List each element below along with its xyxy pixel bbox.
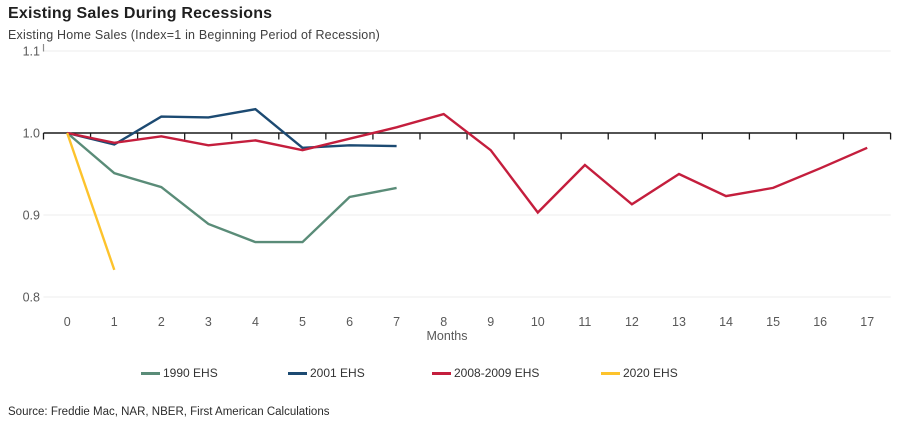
series-line-2020-ehs (66, 132, 116, 271)
legend-label: 1990 EHS (163, 366, 218, 380)
x-tick-label-1: 1 (111, 315, 118, 329)
series-line-2001-ehs (66, 107, 397, 150)
x-tick-label-14: 14 (719, 315, 733, 329)
legend-item-2001-ehs: 2001 EHS (288, 366, 365, 380)
series-line-1990-ehs (66, 132, 397, 244)
y-tick-label-1.1: 1.1 (23, 45, 40, 59)
legend-label: 2001 EHS (310, 366, 365, 380)
source-note: Source: Freddie Mac, NAR, NBER, First Am… (8, 406, 330, 418)
x-tick-label-17: 17 (860, 315, 874, 329)
legend-swatch-icon (601, 371, 620, 375)
legend-swatch-icon (288, 371, 307, 375)
x-tick-label-0: 0 (64, 315, 71, 329)
x-tick-label-13: 13 (672, 315, 686, 329)
legend-label: 2008-2009 EHS (454, 366, 540, 380)
x-tick-label-16: 16 (813, 315, 827, 329)
legend-item-2020-ehs: 2020 EHS (601, 366, 678, 380)
y-tick-label-0.8: 0.8 (23, 291, 40, 305)
x-tick-label-9: 9 (487, 315, 494, 329)
y-tick-label-0.9: 0.9 (23, 209, 40, 223)
legend: 1990 EHS 2001 EHS 2008-2009 EHS 2020 EHS (0, 366, 898, 382)
x-tick-label-4: 4 (252, 315, 259, 329)
x-tick-label-8: 8 (440, 315, 447, 329)
page-title: Existing Sales During Recessions (8, 5, 273, 22)
x-tick-label-5: 5 (299, 315, 306, 329)
x-tick-label-11: 11 (578, 315, 591, 329)
legend-item-2008-2009-ehs: 2008-2009 EHS (432, 366, 539, 380)
x-tick-label-6: 6 (346, 315, 353, 329)
legend-swatch-icon (432, 371, 451, 375)
y-tick-label-1.0: 1.0 (23, 127, 40, 141)
chart-subtitle: Existing Home Sales (Index=1 in Beginnin… (8, 28, 380, 42)
x-tick-label-15: 15 (766, 315, 780, 329)
x-tick-label-3: 3 (205, 315, 212, 329)
x-tick-label-10: 10 (531, 315, 545, 329)
x-tick-label-7: 7 (393, 315, 400, 329)
legend-item-1990-ehs: 1990 EHS (141, 366, 218, 380)
x-tick-label-12: 12 (625, 315, 639, 329)
x-axis-title: Months (427, 329, 468, 343)
line-chart: 1.11.00.90.80 1 2 3 4 5 6 7 8 9 10 11 12 13 14 15 16 17Mo… (23, 44, 892, 343)
series-line-2008-2009-ehs (66, 112, 868, 215)
legend-label: 2020 EHS (623, 366, 678, 380)
legend-swatch-icon (141, 371, 160, 375)
x-tick-label-2: 2 (158, 315, 165, 329)
